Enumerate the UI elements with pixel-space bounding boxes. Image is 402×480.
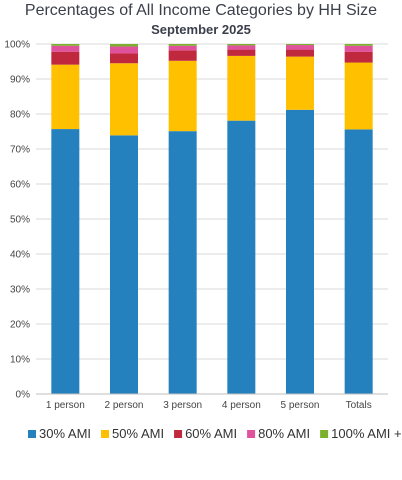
legend-swatch	[28, 430, 36, 438]
legend-label: 100% AMI +	[331, 426, 401, 441]
bar-segment-4-5	[286, 45, 314, 50]
bar-segment-2-1	[51, 64, 80, 130]
x-tick-label: 4 person	[222, 400, 261, 411]
bar-segment-3-2	[110, 53, 138, 64]
bar-segment-5-6	[344, 44, 373, 46]
legend-label: 50% AMI	[112, 426, 164, 441]
x-tick-label: 2 person	[105, 400, 144, 411]
bar-segment-2-6	[344, 62, 373, 130]
bar-segment-1-4	[227, 120, 256, 395]
y-tick-label: 10%	[10, 355, 30, 366]
x-tick-label: 1 person	[46, 400, 85, 411]
bar-segment-3-6	[344, 51, 373, 63]
bar-segment-5-5	[286, 44, 314, 46]
y-tick-label: 20%	[10, 320, 30, 331]
legend-label: 60% AMI	[185, 426, 237, 441]
bars	[51, 44, 373, 395]
y-tick-label: 70%	[10, 145, 30, 156]
gridlines	[36, 43, 388, 395]
legend-swatch	[247, 430, 256, 438]
bar-segment-5-3	[168, 44, 197, 46]
y-tick-label: 0%	[16, 390, 31, 401]
bar-segment-4-1	[51, 45, 80, 52]
bar-segment-2-2	[110, 63, 138, 136]
bar-segment-3-3	[168, 50, 197, 61]
bar-segment-5-4	[227, 44, 256, 46]
bar-segment-1-3	[168, 131, 197, 394]
legend-swatch	[101, 430, 110, 438]
x-axis-ticks: 1 person 2 person 3 person 4 person 5 person…	[36, 393, 388, 411]
x-tick-label: 3 person	[163, 400, 202, 411]
y-axis-ticks: 0% 10% 20% 30% 40% 50% 60% 70% 80% 90% 100%	[4, 40, 30, 401]
bar-segment-3-4	[227, 49, 256, 56]
x-tick-label: Totals	[346, 400, 372, 411]
y-tick-label: 90%	[10, 75, 30, 86]
bar-segment-1-2	[110, 135, 138, 394]
bar-segment-4-3	[168, 45, 197, 51]
y-tick-label: 30%	[10, 285, 30, 296]
y-tick-label: 60%	[10, 180, 30, 191]
x-tick-label: 5 person	[281, 400, 320, 411]
legend-label: 30% AMI	[39, 426, 91, 441]
bar-segment-1-1	[51, 129, 80, 395]
legend: 30% AMI 50% AMI 60% AMI 80% AMI 100% AMI +	[28, 426, 402, 441]
chart-title: Percentages of All Income Categories by …	[24, 2, 378, 19]
bar-segment-5-2	[110, 44, 138, 47]
y-tick-label: 100%	[4, 40, 30, 51]
bar-segment-4-4	[227, 45, 256, 50]
bar-segment-1-6	[344, 129, 373, 394]
chart-subtitle: September 2025	[151, 22, 251, 37]
y-tick-label: 40%	[10, 250, 30, 261]
y-tick-label: 80%	[10, 110, 30, 121]
legend-swatch	[320, 430, 329, 438]
bar-segment-3-5	[286, 49, 314, 57]
bar-segment-5-1	[51, 44, 80, 46]
bar-segment-2-4	[227, 55, 256, 121]
bar-segment-1-5	[286, 109, 314, 395]
bar-segment-2-5	[286, 56, 314, 110]
y-tick-label: 50%	[10, 215, 30, 226]
legend-label: 80% AMI	[258, 426, 310, 441]
bar-segment-3-1	[51, 51, 80, 65]
legend-swatch	[174, 430, 183, 438]
bar-segment-4-6	[344, 45, 373, 52]
bar-segment-4-2	[110, 46, 138, 54]
bar-segment-2-3	[168, 60, 197, 132]
